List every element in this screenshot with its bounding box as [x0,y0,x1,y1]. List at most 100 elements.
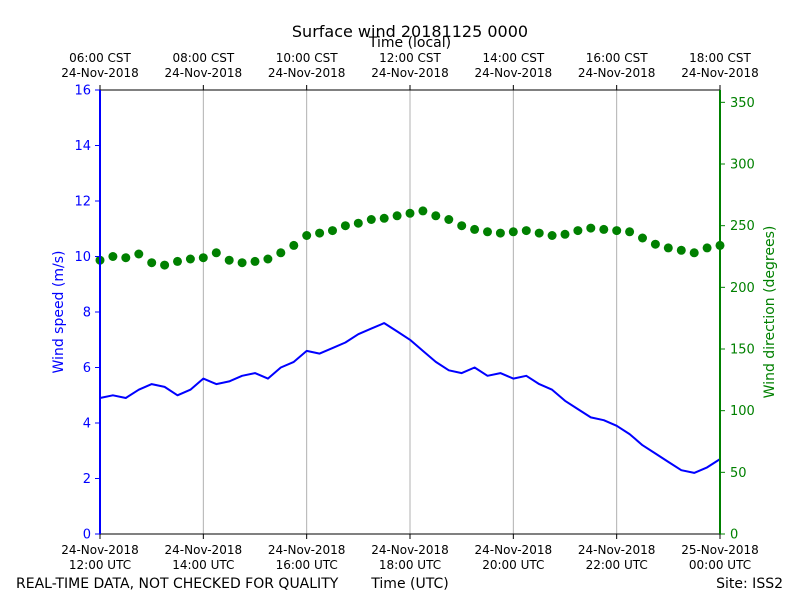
wind-direction-point [263,254,273,264]
right-tick-label: 200 [730,281,755,296]
bottom-tick-date: 24-Nov-2018 [268,543,346,557]
top-tick-time: 18:00 CST [689,51,751,65]
top-tick-date: 24-Nov-2018 [475,66,553,80]
wind-direction-point [379,213,389,223]
left-axis: 0 2 4 6 8 10 12 14 16 [74,84,101,543]
wind-direction-point [470,224,480,234]
top-tick-time: 12:00 CST [379,51,441,65]
wind-direction-series [95,206,725,270]
footer-left: REAL-TIME DATA, NOT CHECKED FOR QUALITY [16,576,339,592]
top-axis-label: Time (local) [368,35,451,51]
bottom-tick-time: 20:00 UTC [482,558,544,572]
wind-direction-point [276,248,286,258]
wind-direction-point [521,226,531,236]
wind-direction-point [431,211,441,221]
wind-direction-point [147,258,157,268]
wind-direction-point [495,228,505,238]
wind-speed-series [99,322,721,474]
wind-direction-point [173,256,182,266]
wind-direction-point [353,218,363,228]
wind-direction-point [689,248,699,258]
right-axis-label: Wind direction (degrees) [762,226,778,399]
right-tick-label: 250 [730,219,755,234]
wind-direction-point [457,221,467,231]
wind-direction-point [134,249,144,259]
top-tick-time: 06:00 CST [69,51,131,65]
wind-direction-point [405,208,415,218]
bottom-tick-date: 24-Nov-2018 [371,543,449,557]
top-tick-date: 24-Nov-2018 [268,66,346,80]
wind-direction-point [702,243,712,253]
top-tick-time: 10:00 CST [276,51,338,65]
wind-direction-point [160,260,170,270]
right-tick-label: 350 [730,96,755,111]
top-tick-date: 24-Nov-2018 [681,66,759,80]
wind-direction-point [586,223,596,233]
wind-direction-point [625,227,635,237]
wind-direction-point [302,231,312,240]
top-tick-time: 14:00 CST [482,51,544,65]
bottom-tick-date: 25-Nov-2018 [681,543,759,557]
left-tick-label: 14 [74,139,91,154]
wind-direction-point [638,233,647,243]
wind-direction-point [444,215,454,224]
top-tick-time: 16:00 CST [586,51,648,65]
top-tick-date: 24-Nov-2018 [578,66,656,80]
top-tick-date: 24-Nov-2018 [165,66,243,80]
top-tick-date: 24-Nov-2018 [61,66,139,80]
wind-direction-point [676,245,686,255]
right-tick-label: 100 [730,404,755,419]
right-axis: 0 50 100 150 200 250 300 350 [719,90,755,543]
wind-direction-point [663,243,673,253]
wind-direction-point [612,226,622,236]
wind-direction-point [547,231,557,240]
wind-direction-point [250,256,260,266]
bottom-tick-time: 18:00 UTC [379,558,441,572]
wind-direction-point [599,224,609,234]
bottom-tick-date: 24-Nov-2018 [165,543,243,557]
wind-speed-line [99,322,721,474]
wind-direction-point [534,228,544,238]
left-tick-label: 12 [74,195,91,210]
bottom-tick-time: 12:00 UTC [69,558,131,572]
footer-right: Site: ISS2 [716,576,783,592]
bottom-axis-label: Time (UTC) [370,576,448,592]
chart-title: Surface wind 20181125 0000 [292,22,528,41]
bottom-tick-time: 22:00 UTC [586,558,648,572]
top-tick-date: 24-Nov-2018 [371,66,449,80]
right-tick-label: 300 [730,158,755,173]
wind-direction-point [289,240,299,250]
right-tick-label: 0 [730,528,738,543]
wind-direction-point [508,227,518,237]
wind-direction-point [211,248,221,258]
wind-direction-point [224,255,234,265]
right-tick-label: 150 [730,343,755,358]
wind-direction-point [121,253,131,263]
bottom-tick-time: 00:00 UTC [689,558,751,572]
bottom-tick-time: 16:00 UTC [276,558,338,572]
wind-direction-point [650,239,660,249]
wind-direction-point [392,211,402,221]
left-axis-label: Wind speed (m/s) [51,251,67,374]
left-tick-label: 4 [83,417,91,432]
wind-direction-point [340,221,350,231]
bottom-tick-date: 24-Nov-2018 [61,543,139,557]
left-tick-label: 0 [83,528,91,543]
top-tick-time: 08:00 CST [172,51,234,65]
left-tick-label: 16 [74,84,91,99]
bottom-tick-date: 24-Nov-2018 [475,543,553,557]
wind-direction-point [237,258,247,268]
bottom-tick-date: 24-Nov-2018 [578,543,656,557]
wind-direction-point [315,228,325,238]
left-tick-label: 2 [83,472,91,487]
wind-direction-point [418,206,428,216]
wind-direction-point [366,215,376,224]
left-tick-label: 10 [74,250,91,265]
wind-direction-point [198,253,208,263]
bottom-tick-time: 14:00 UTC [172,558,234,572]
left-tick-label: 8 [83,306,91,321]
wind-direction-point [108,252,118,261]
